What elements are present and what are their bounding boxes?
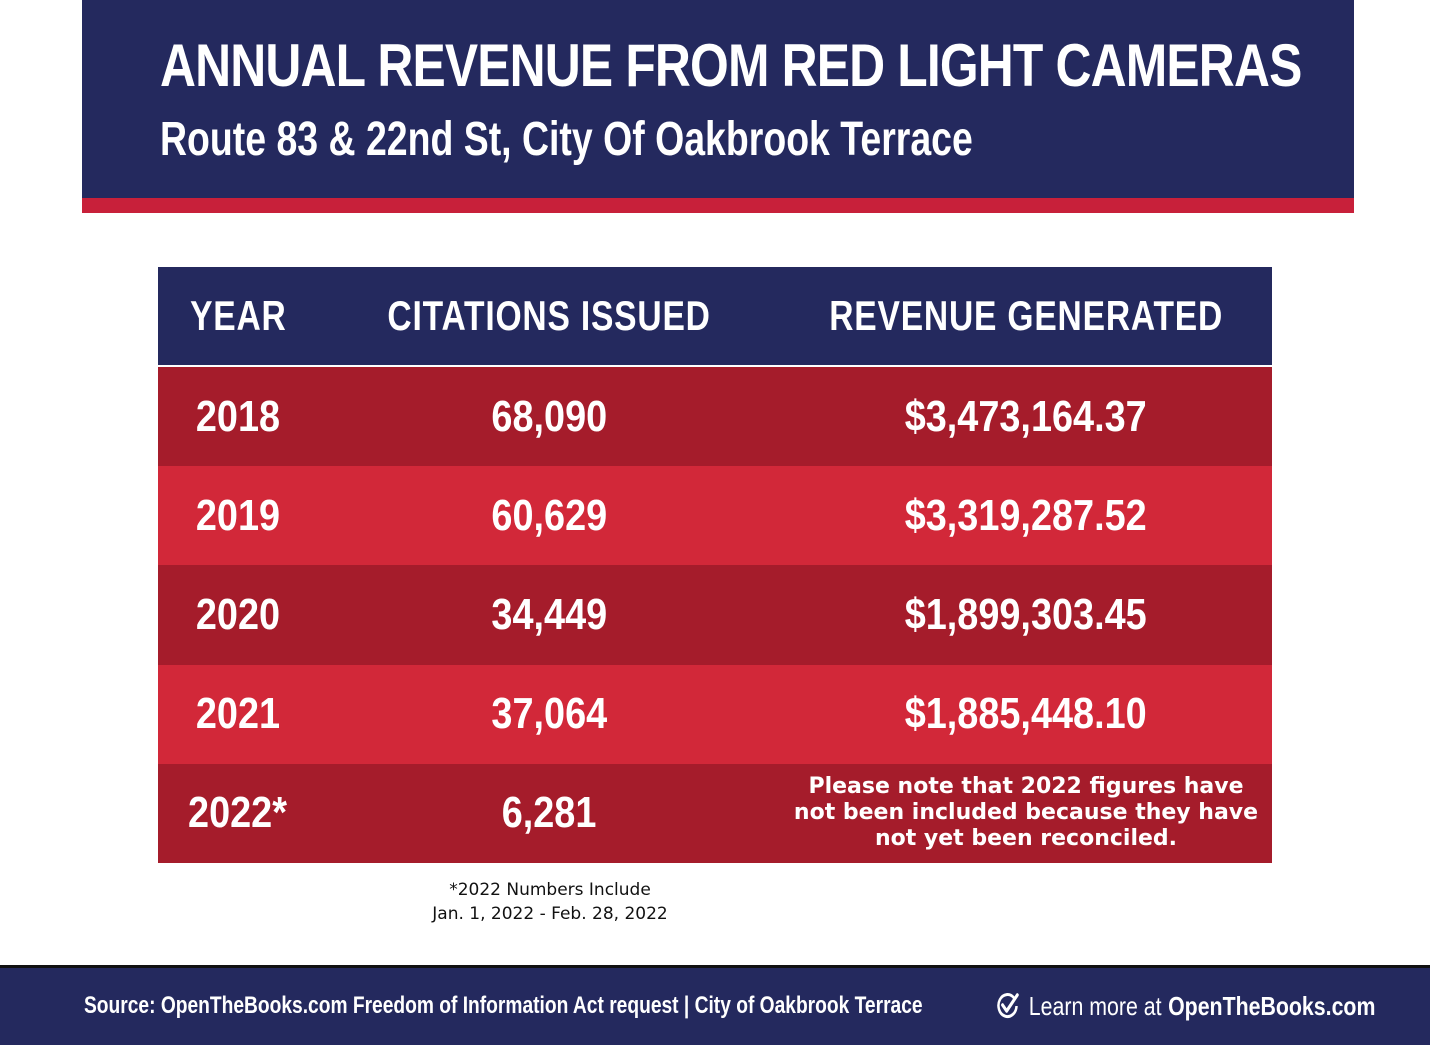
citations-cell: 68,090 <box>491 391 607 441</box>
header-citations: CITATIONS ISSUED <box>387 292 711 339</box>
year-cell: 2018 <box>195 391 281 441</box>
table-row: 2020 34,449 $1,899,303.45 <box>158 565 1272 665</box>
header-year: YEAR <box>189 292 287 339</box>
page-title: ANNUAL REVENUE FROM RED LIGHT CAMERAS <box>160 32 1302 99</box>
year-cell: 2021 <box>195 689 281 739</box>
header-revenue: REVENUE GENERATED <box>829 292 1224 339</box>
footnote-line: *2022 Numbers Include <box>449 880 651 900</box>
learn-more-link[interactable]: Learn more at OpenTheBooks.com <box>996 988 1375 1024</box>
year-cell: 2020 <box>195 589 281 639</box>
table-row: 2021 37,064 $1,885,448.10 <box>158 664 1272 764</box>
table-header: YEAR CITATIONS ISSUED REVENUE GENERATED <box>158 267 1272 367</box>
check-icon <box>997 993 1019 1019</box>
table-row: 2019 60,629 $3,319,287.52 <box>158 466 1272 566</box>
page-subtitle: Route 83 & 22nd St, City Of Oakbrook Ter… <box>160 113 973 166</box>
revenue-cell: $1,899,303.45 <box>904 589 1147 639</box>
year-cell: 2022* <box>188 788 288 838</box>
citations-cell: 37,064 <box>491 689 607 739</box>
revenue-cell: $1,885,448.10 <box>904 689 1147 739</box>
table-row: 2022* 6,281 Please note that 2022 figure… <box>158 763 1272 863</box>
revenue-cell: $3,473,164.37 <box>904 391 1147 441</box>
header-banner <box>82 0 1354 198</box>
table-row: 2018 68,090 $3,473,164.37 <box>158 367 1272 467</box>
citations-cell: 60,629 <box>491 490 607 540</box>
learn-more-site[interactable]: OpenTheBooks.com <box>1168 991 1376 1021</box>
learn-more-prefix: Learn more at <box>1028 991 1162 1021</box>
citations-cell: 34,449 <box>491 589 607 639</box>
revenue-table: YEAR CITATIONS ISSUED REVENUE GENERATED … <box>158 267 1272 863</box>
footnote: *2022 Numbers Include Jan. 1, 2022 - Feb… <box>400 878 700 926</box>
citations-cell: 6,281 <box>501 788 597 838</box>
year-cell: 2019 <box>195 490 281 540</box>
footer-bar: Source: OpenTheBooks.com Freedom of Info… <box>0 965 1430 1045</box>
footnote-line: Jan. 1, 2022 - Feb. 28, 2022 <box>432 904 668 924</box>
source-credit: Source: OpenTheBooks.com Freedom of Info… <box>84 992 923 1019</box>
header-stripe <box>82 198 1354 213</box>
revenue-cell: $3,319,287.52 <box>904 490 1147 540</box>
revenue-note-cell: Please note that 2022 figures have not b… <box>793 774 1259 852</box>
